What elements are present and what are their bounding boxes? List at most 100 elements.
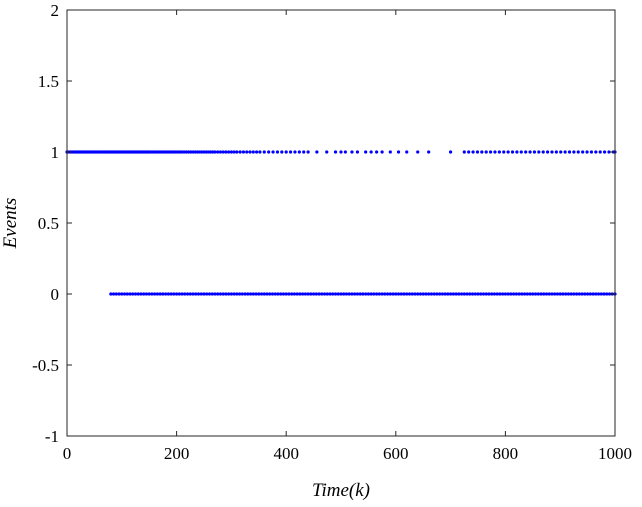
data-point [366, 292, 370, 296]
data-point [576, 150, 580, 154]
data-point [484, 292, 488, 296]
data-point [284, 150, 288, 154]
data-point [246, 292, 250, 296]
data-point [484, 150, 488, 154]
data-point [563, 150, 567, 154]
data-point [109, 292, 113, 296]
data-point [172, 292, 176, 296]
data-point [577, 292, 581, 296]
data-point [607, 292, 612, 296]
data-point [569, 292, 573, 296]
data-point [213, 150, 217, 154]
data-point [191, 150, 195, 154]
data-point [459, 292, 464, 296]
data-point [607, 150, 611, 154]
data-point [133, 292, 138, 296]
data-point [333, 292, 338, 296]
data-point [216, 150, 220, 154]
data-point [405, 150, 409, 154]
data-point [525, 292, 529, 296]
data-point [248, 292, 253, 296]
data-point [347, 292, 351, 296]
x-tick-label: 400 [273, 444, 299, 463]
data-point [342, 292, 346, 296]
data-point [128, 292, 132, 296]
data-point [185, 292, 190, 296]
data-point [350, 150, 354, 154]
data-point [306, 150, 310, 154]
data-point [218, 292, 223, 296]
data-point [585, 150, 589, 154]
data-point [421, 292, 425, 296]
data-point [364, 292, 368, 296]
data-point [462, 150, 466, 154]
data-point [506, 150, 510, 154]
data-point [418, 292, 423, 296]
x-tick-label: 600 [383, 444, 409, 463]
data-point [279, 292, 283, 296]
data-point [202, 150, 206, 154]
data-point [566, 292, 571, 296]
data-point [451, 292, 455, 296]
data-point [550, 292, 554, 296]
data-point [208, 150, 213, 154]
data-point [199, 292, 203, 296]
data-point [293, 150, 297, 154]
data-point [380, 292, 384, 296]
data-point [195, 150, 200, 154]
data-point [271, 150, 275, 154]
data-point [396, 150, 401, 154]
data-point [407, 292, 412, 296]
data-point [255, 150, 259, 154]
data-point [150, 292, 154, 296]
data-point [372, 292, 376, 296]
data-point [325, 150, 329, 154]
data-point [388, 150, 392, 154]
data-point [187, 150, 191, 154]
data-point [325, 292, 329, 296]
data-point [288, 150, 293, 154]
data-point [120, 292, 124, 296]
data-point [532, 150, 537, 154]
data-point [547, 292, 551, 296]
data-point [248, 150, 252, 154]
data-point [539, 292, 543, 296]
data-point [558, 292, 562, 296]
data-point [331, 292, 335, 296]
data-point [388, 292, 392, 296]
data-point [432, 292, 436, 296]
data-point [567, 150, 572, 154]
data-point [369, 150, 373, 154]
data-point [158, 292, 162, 296]
data-point [315, 150, 319, 154]
data-point [267, 150, 271, 154]
data-point [501, 292, 505, 296]
data-point [358, 292, 362, 296]
data-point [369, 292, 373, 296]
data-point [213, 292, 217, 296]
data-point [147, 292, 151, 296]
data-point [125, 292, 129, 296]
data-point [391, 292, 395, 296]
data-point [281, 292, 286, 296]
data-point [475, 150, 480, 154]
data-point [522, 292, 527, 296]
data-point [114, 292, 118, 296]
data-point [232, 292, 236, 296]
data-point [514, 292, 518, 296]
y-tick-label: 1.5 [38, 72, 59, 91]
data-point [177, 292, 181, 296]
data-point [355, 150, 360, 154]
data-point [476, 292, 480, 296]
data-point [189, 150, 193, 154]
data-point [265, 292, 269, 296]
data-point [202, 292, 206, 296]
y-tick-label: 1 [51, 143, 60, 162]
data-point [251, 292, 255, 296]
data-point [290, 292, 294, 296]
data-point [350, 292, 354, 296]
data-point [588, 292, 592, 296]
data-point [312, 292, 316, 296]
data-point [275, 150, 280, 154]
data-point [301, 292, 305, 296]
